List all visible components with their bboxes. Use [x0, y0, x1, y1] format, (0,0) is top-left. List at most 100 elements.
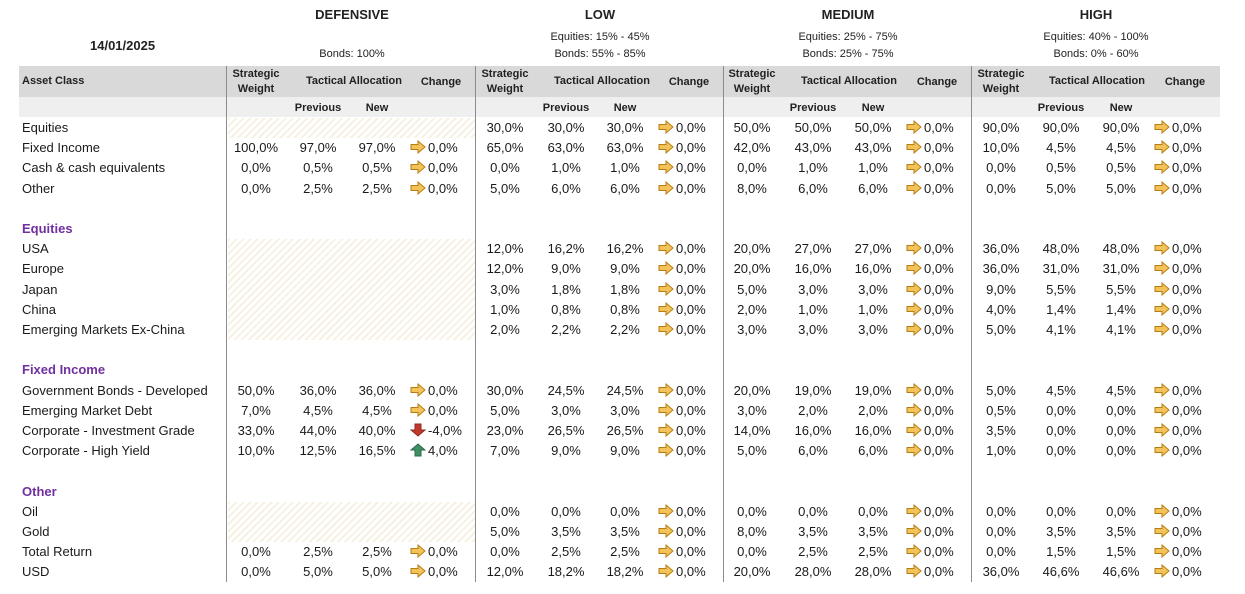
change-text: 0,0%	[428, 402, 458, 418]
change-value: 0,0%	[1154, 138, 1214, 158]
table-row: Europe 12,0% 9,0% 9,0% 0,0% 20,0% 16,0% 16,0% 0,…	[0, 259, 1245, 279]
previous-allocation-value: 50,0%	[794, 120, 832, 135]
previous-allocation-value: 1,5%	[1046, 544, 1076, 560]
change-text: 0,0%	[1172, 241, 1202, 257]
profile-equity-range: Equities: 40% - 100%	[1043, 31, 1149, 43]
profile-name: LOW	[584, 7, 616, 22]
change-value: 0,0%	[906, 280, 966, 300]
strategic-weight-value: 12,0%	[486, 241, 524, 257]
strategic-weight-value: 5,0%	[490, 524, 520, 539]
arrow-right-icon	[658, 322, 674, 336]
change-text: 0,0%	[428, 140, 458, 156]
previous-allocation-value: 26,5%	[547, 423, 585, 438]
new-allocation-value: 6,0%	[858, 443, 888, 459]
strategic-weight-header: Strategic Weight	[728, 68, 776, 95]
tactical-allocation-header: Tactical Allocation	[306, 75, 402, 87]
change-value: 0,0%	[906, 562, 966, 582]
arrow-right-icon	[658, 402, 674, 417]
new-allocation-value: 0,0%	[1106, 503, 1136, 519]
previous-allocation-value: 0,5%	[303, 160, 333, 176]
previous-allocation-value: 31,0%	[1042, 261, 1080, 277]
previous-header: Previous	[1037, 102, 1085, 114]
change-text: 0,0%	[924, 180, 954, 196]
not-applicable-area	[228, 118, 475, 139]
new-allocation-value: 5,0%	[1106, 180, 1136, 196]
profile-bond-range: Bonds: 55% - 85%	[554, 48, 646, 60]
change-header: Change	[420, 76, 462, 88]
asset-class-label: Fixed Income	[22, 140, 101, 156]
change-text: 0,0%	[676, 160, 706, 176]
new-allocation-value: 0,0%	[1106, 443, 1136, 459]
change-value: 0,0%	[410, 158, 470, 178]
change-text: 0,0%	[1172, 301, 1202, 317]
tactical-allocation-header: Tactical Allocation	[554, 75, 650, 87]
strategic-weight-value: 1,0%	[490, 301, 520, 317]
strategic-weight-value: 42,0%	[733, 140, 771, 156]
change-text: 0,0%	[924, 564, 954, 580]
change-text: 0,0%	[676, 544, 706, 560]
new-allocation-value: 5,0%	[362, 564, 392, 580]
strategic-weight-value: 5,0%	[490, 180, 520, 196]
previous-allocation-value: 27,0%	[794, 241, 832, 257]
new-allocation-value: 3,5%	[1106, 524, 1136, 539]
new-allocation-value: 97,0%	[358, 140, 396, 156]
arrow-right-icon	[1154, 382, 1170, 397]
change-text: 0,0%	[924, 423, 954, 438]
change-value: 0,0%	[1154, 300, 1214, 320]
profile-equity-range: Equities: 15% - 45%	[550, 31, 650, 43]
previous-allocation-value: 4,5%	[1046, 140, 1076, 156]
new-allocation-value: 63,0%	[606, 140, 644, 156]
change-value: 0,0%	[906, 158, 966, 178]
arrow-right-icon	[1154, 241, 1170, 256]
change-value: 0,0%	[906, 179, 966, 199]
new-allocation-value: 18,2%	[606, 564, 644, 580]
strategic-weight-value: 0,0%	[986, 524, 1016, 539]
change-text: 0,0%	[1172, 503, 1202, 519]
previous-allocation-value: 16,0%	[794, 261, 832, 277]
new-allocation-value: 6,0%	[858, 180, 888, 196]
strategic-weight-value: 50,0%	[733, 120, 771, 135]
change-value: 0,0%	[658, 381, 718, 401]
previous-allocation-value: 3,0%	[798, 322, 828, 337]
arrow-right-icon	[906, 503, 922, 518]
table-row: Other 0,0% 2,5% 2,5% 0,0% 5,0% 6,0% 6,0% 0,0% 8,0…	[0, 179, 1245, 199]
new-allocation-value: 9,0%	[610, 261, 640, 277]
previous-allocation-value: 63,0%	[547, 140, 585, 156]
strategic-weight-value: 2,0%	[490, 322, 520, 337]
new-allocation-value: 1,5%	[1106, 544, 1136, 560]
strategic-weight-value: 20,0%	[733, 261, 771, 277]
previous-allocation-value: 1,0%	[798, 160, 828, 176]
arrow-right-icon	[658, 382, 674, 397]
arrow-right-icon	[906, 301, 922, 316]
previous-allocation-value: 19,0%	[794, 382, 832, 398]
previous-allocation-value: 2,0%	[798, 402, 828, 418]
new-allocation-value: 5,5%	[1106, 281, 1136, 297]
previous-allocation-value: 97,0%	[299, 140, 337, 156]
arrow-right-icon	[658, 423, 674, 437]
new-allocation-value: 16,5%	[358, 443, 396, 459]
change-value: 0,0%	[658, 239, 718, 259]
asset-class-label: USD	[22, 564, 50, 580]
arrow-right-icon	[1154, 544, 1170, 559]
table-row: Cash & cash equivalents 0,0% 0,5% 0,5% 0,0% 0…	[0, 158, 1245, 178]
new-allocation-value: 16,2%	[606, 241, 644, 257]
column-divider	[475, 66, 476, 582]
change-text: 0,0%	[676, 322, 706, 337]
change-value: 0,0%	[906, 542, 966, 562]
previous-allocation-value: 48,0%	[1042, 241, 1080, 257]
table-row: Gold 5,0% 3,5% 3,5% 0,0% 8,0% 3,5% 3,5% 0,0% 0,0%…	[0, 522, 1245, 542]
change-text: 0,0%	[1172, 120, 1202, 135]
change-text: 0,0%	[676, 382, 706, 398]
new-allocation-value: 2,5%	[858, 544, 888, 560]
arrow-right-icon	[410, 382, 426, 397]
new-header: New	[1109, 102, 1133, 114]
table-row: Oil 0,0% 0,0% 0,0% 0,0% 0,0% 0,0% 0,0% 0,0% 0,0% 0…	[0, 502, 1245, 522]
change-value: 0,0%	[1154, 441, 1214, 461]
asset-class-label: Gold	[22, 524, 50, 539]
change-text: 0,0%	[676, 443, 706, 459]
section-heading: Equities	[22, 221, 73, 236]
strategic-weight-value: 12,0%	[486, 564, 524, 580]
arrow-right-icon	[1154, 402, 1170, 417]
strategic-weight-value: 4,0%	[986, 301, 1016, 317]
previous-allocation-value: 5,5%	[1046, 281, 1076, 297]
